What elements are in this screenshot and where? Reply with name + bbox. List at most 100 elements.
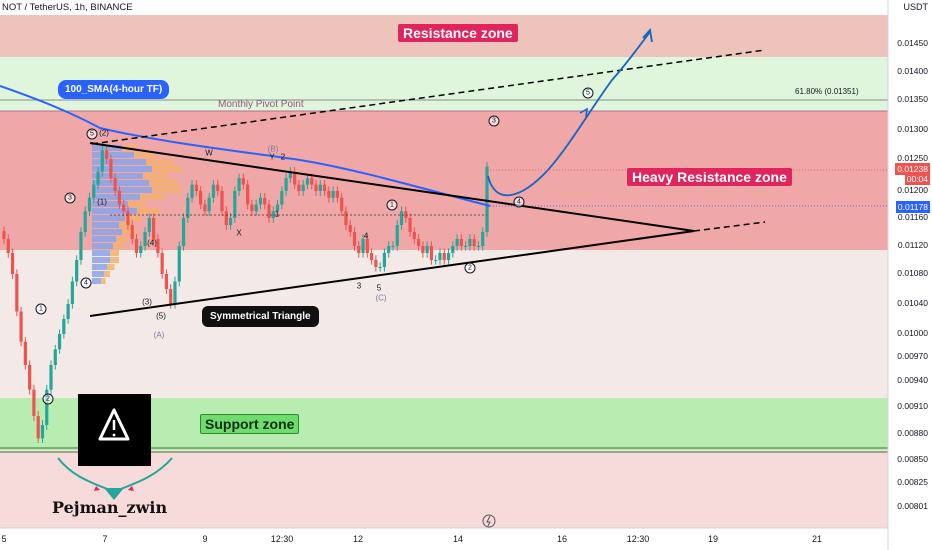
- candle-body: [391, 246, 395, 247]
- candle-body: [15, 274, 19, 312]
- countdown-tag: 00:04: [904, 173, 930, 185]
- candle-body: [408, 218, 412, 232]
- volume-profile-bar: [101, 278, 106, 284]
- upper-dashed-channel: [91, 49, 766, 145]
- candle-body: [186, 197, 190, 218]
- candle-body: [147, 218, 151, 232]
- y-tick-label: 0.01400: [897, 66, 928, 76]
- wave-label: 2: [464, 262, 476, 274]
- volume-profile-bar: [92, 271, 104, 277]
- candle-body: [378, 267, 382, 268]
- resistance-zone-label: Resistance zone: [398, 24, 518, 42]
- y-tick-label: 0.01250: [897, 153, 928, 163]
- heavy-resistance-zone-label: Heavy Resistance zone: [627, 168, 792, 186]
- candle-body: [130, 225, 134, 239]
- wave-label: (4): [147, 238, 157, 248]
- volume-profile-bar: [110, 257, 119, 263]
- triangle-upper: [89, 142, 695, 232]
- sma-line: [0, 85, 491, 207]
- volume-profile-bar: [119, 222, 133, 228]
- candle-body: [421, 246, 425, 253]
- volume-profile-bar: [92, 278, 101, 284]
- fib-level-label: 61.80% (0.01351): [795, 87, 859, 96]
- x-tick-label: 16: [556, 534, 568, 544]
- candle-body: [211, 184, 216, 198]
- y-tick-label: 0.01000: [897, 328, 928, 338]
- candle-body: [429, 246, 434, 260]
- wave-label: W: [205, 148, 213, 158]
- wave-label: (1): [97, 197, 107, 207]
- wave-label: 4: [363, 231, 369, 241]
- candle-body: [425, 246, 429, 253]
- candle-body: [352, 232, 357, 246]
- wave-label: 3: [356, 281, 362, 291]
- brand-accent-left: [94, 486, 100, 491]
- candle-body: [468, 239, 472, 246]
- candle-body: [216, 184, 220, 191]
- volume-profile-bar: [149, 180, 178, 186]
- candle-body: [36, 416, 40, 439]
- volume-profile-bar: [92, 236, 116, 242]
- candle-body: [28, 365, 32, 390]
- wave-label: 2: [42, 393, 54, 405]
- wave-label: 4: [513, 196, 525, 208]
- volume-profile-bar: [92, 208, 137, 214]
- candle-body: [134, 239, 139, 253]
- warning-icon: [98, 408, 130, 441]
- candle-body: [314, 184, 318, 191]
- sma-annotation: 100_SMA(4-hour TF): [58, 80, 170, 99]
- candle-body: [442, 253, 446, 260]
- flash-icon: [482, 514, 496, 528]
- candle-body: [254, 204, 258, 212]
- candle-body: [113, 178, 117, 191]
- candle-body: [40, 425, 45, 439]
- wave-label: X: [236, 228, 242, 238]
- candle-body: [417, 239, 421, 246]
- y-tick-label: 0.01450: [897, 38, 928, 48]
- x-tick-label: 19: [707, 534, 719, 544]
- x-tick-label: 12:30: [626, 534, 650, 544]
- candle-body: [369, 253, 374, 260]
- brand-swoosh-tip: [104, 488, 124, 500]
- candle-body: [241, 178, 245, 185]
- candle-body: [75, 260, 79, 282]
- x-tick-label: 14: [452, 534, 464, 544]
- candle-body: [2, 231, 6, 239]
- candle-body: [455, 239, 459, 246]
- candle-body: [79, 232, 83, 260]
- y-tick-label: 0.01040: [897, 298, 928, 308]
- candle-body: [156, 239, 160, 253]
- y-tick-label: 0.00970: [897, 351, 928, 361]
- candle-body: [284, 178, 288, 191]
- candle-body: [357, 246, 361, 253]
- candle-body: [62, 319, 66, 334]
- forecast-arrow-mid: [579, 107, 588, 118]
- candle-body: [109, 159, 113, 179]
- candle-body: [83, 211, 87, 232]
- candle-body: [459, 239, 463, 246]
- y-tick-label: 0.01160: [897, 212, 928, 222]
- volume-profile-bar: [104, 271, 110, 277]
- y-tick-label: 0.01300: [897, 124, 928, 134]
- monthly-pivot-label: Monthly Pivot Point: [218, 99, 304, 110]
- wave-label: 5: [376, 283, 382, 293]
- candle-body: [139, 246, 143, 253]
- volume-profile-bar: [92, 187, 152, 193]
- volume-profile-bar: [113, 243, 124, 249]
- x-tick-label: 9: [202, 534, 208, 544]
- candle-body: [169, 289, 173, 304]
- wave-label: 3: [64, 192, 76, 204]
- candle-body: [451, 246, 455, 253]
- brand-accent-right: [128, 486, 134, 491]
- volume-profile-bar: [92, 152, 134, 158]
- candle-body: [57, 334, 62, 350]
- support-zone-label: Support zone: [200, 414, 300, 434]
- candle-body: [267, 204, 271, 218]
- volume-profile-bar: [92, 222, 119, 228]
- volume-profile-bar: [92, 173, 143, 179]
- candle-body: [177, 246, 181, 282]
- wave-label: (2): [99, 128, 109, 138]
- volume-profile-bar: [110, 250, 119, 256]
- candle-body: [476, 246, 481, 247]
- neutral-band: [0, 250, 888, 398]
